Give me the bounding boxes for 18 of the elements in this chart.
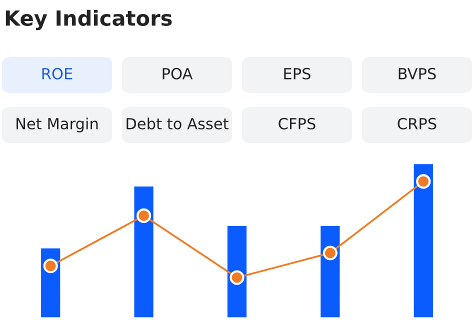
point [322,246,338,260]
text: CRPS [398,118,436,130]
bar [412,162,434,318]
chart-title: Key Indicators [6,10,172,30]
text: EPS [284,68,310,80]
text: ROE [42,68,72,80]
point [136,208,152,223]
text: CFPS [278,118,316,130]
text: Debt to Asset [126,118,228,130]
bar [226,224,248,318]
point [230,270,244,285]
text: POA [162,68,193,80]
text: BVPS [398,68,436,80]
point [416,174,431,189]
bar [319,224,342,318]
text: Net Margin [16,118,98,132]
bar [132,185,155,318]
point [43,258,58,274]
